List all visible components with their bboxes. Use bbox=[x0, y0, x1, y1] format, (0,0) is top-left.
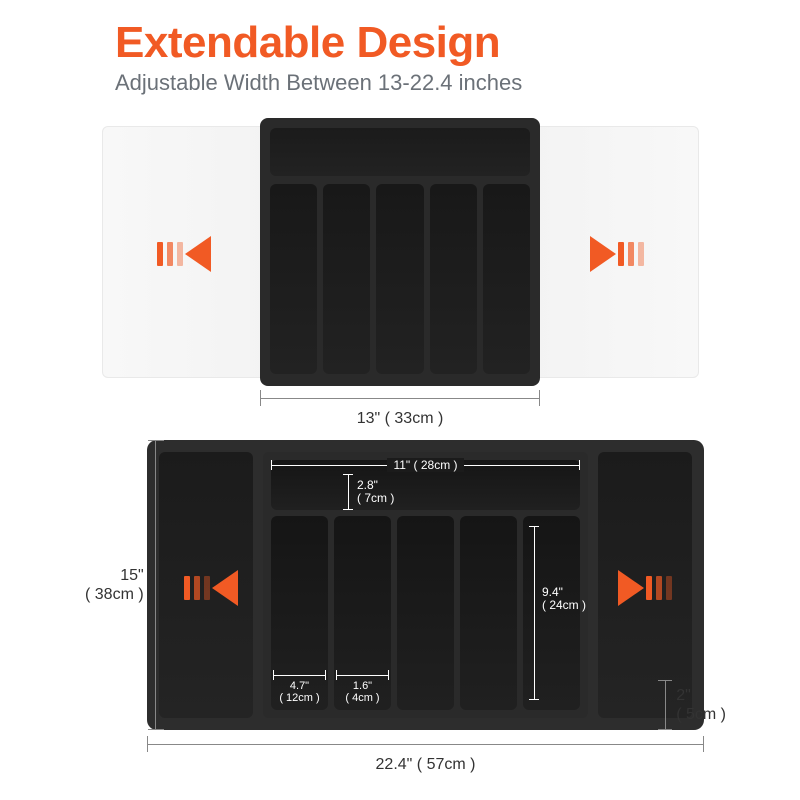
arrow-outward-left-icon bbox=[182, 570, 238, 606]
dimension-top-height: 2.8" ( 7cm ) bbox=[343, 474, 394, 510]
dimension-height: 15" ( 38cm ) bbox=[85, 440, 164, 730]
slot bbox=[323, 184, 370, 374]
dimension-collapsed-width: 13" ( 33cm ) bbox=[260, 390, 540, 428]
arrow-inward-right-icon bbox=[590, 236, 646, 272]
arrow-inward-left-icon bbox=[155, 236, 211, 272]
slot bbox=[430, 184, 477, 374]
slot bbox=[460, 516, 517, 710]
dimension-slot-width-1: 4.7" ( 12cm ) bbox=[271, 670, 328, 704]
slot: 4.7" ( 12cm ) bbox=[271, 516, 328, 710]
slot: 1.6" ( 4cm ) bbox=[334, 516, 391, 710]
top-compartment bbox=[270, 128, 530, 176]
dimension-depth: 2" ( 5cm ) bbox=[658, 680, 726, 730]
dimension-slot-width-2: 1.6" ( 4cm ) bbox=[334, 670, 391, 704]
dimension-slot-height: 9.4" ( 24cm ) bbox=[529, 526, 586, 700]
dimension-label: 22.4" ( 57cm ) bbox=[376, 756, 476, 774]
dimension-label: 15" bbox=[120, 566, 143, 585]
tray-collapsed bbox=[260, 118, 540, 386]
slot: 9.4" ( 24cm ) bbox=[523, 516, 580, 710]
page-title: Extendable Design bbox=[115, 18, 800, 68]
slot bbox=[270, 184, 317, 374]
dimension-label: ( 5cm ) bbox=[676, 705, 726, 724]
slots-row: 4.7" ( 12cm ) 1.6" ( 4cm ) bbox=[271, 516, 580, 710]
dimension-label: 2" bbox=[676, 686, 726, 705]
diagram-expanded: 11" ( 28cm ) 2.8" ( 7cm ) bbox=[87, 440, 714, 784]
dimension-total-width: 22.4" ( 57cm ) bbox=[147, 736, 704, 774]
slots-row bbox=[270, 184, 530, 374]
dimension-top-width: 11" ( 28cm ) bbox=[271, 458, 580, 472]
diagram-collapsed: 13" ( 33cm ) bbox=[87, 118, 714, 428]
top-compartment: 11" ( 28cm ) 2.8" ( 7cm ) bbox=[271, 460, 580, 510]
arrow-outward-right-icon bbox=[618, 570, 674, 606]
dimension-label: 13" ( 33cm ) bbox=[357, 410, 444, 428]
dimension-label: ( 38cm ) bbox=[85, 585, 144, 604]
slot bbox=[483, 184, 530, 374]
center-tray: 11" ( 28cm ) 2.8" ( 7cm ) bbox=[263, 452, 588, 718]
page-subtitle: Adjustable Width Between 13-22.4 inches bbox=[115, 70, 800, 96]
slot bbox=[376, 184, 423, 374]
slot bbox=[397, 516, 454, 710]
